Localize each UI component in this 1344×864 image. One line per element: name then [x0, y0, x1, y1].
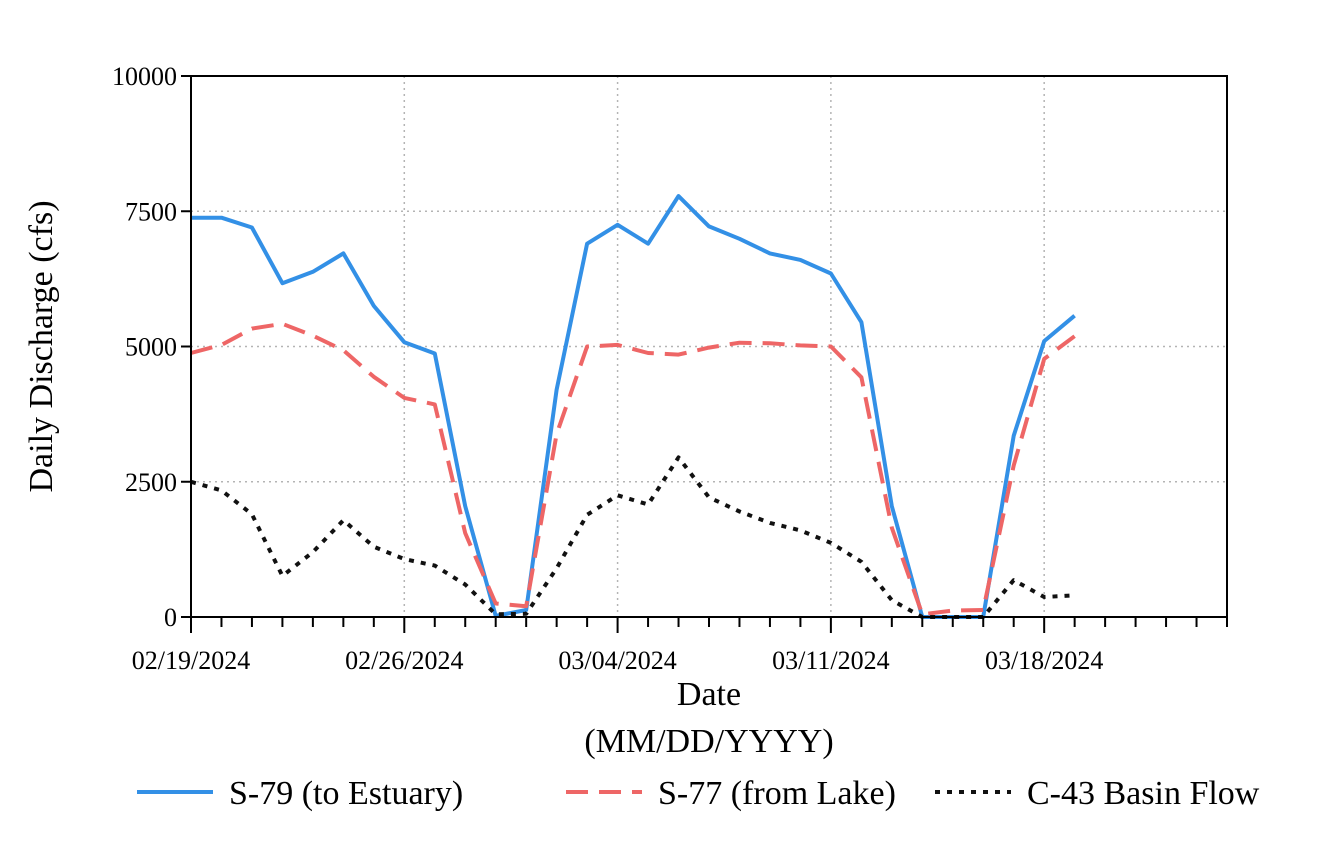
legend-label-3: C-43 Basin Flow	[1027, 775, 1260, 812]
y-tick-label: 5000	[125, 333, 177, 362]
y-tick-label: 7500	[125, 197, 177, 226]
x-tick-label: 03/04/2024	[558, 646, 676, 675]
x-tick-label: 02/26/2024	[345, 646, 463, 675]
y-tick-label: 10000	[112, 62, 177, 91]
x-tick-label: 02/19/2024	[132, 646, 250, 675]
x-tick-label: 03/11/2024	[772, 646, 889, 675]
series-line-1	[191, 194, 1076, 619]
y-tick-label: 0	[164, 603, 177, 632]
x-axis: 02/19/2024 02/26/2024 03/04/2024 03/11/2024…	[132, 617, 1228, 675]
x-tick-label: 03/18/2024	[985, 646, 1103, 675]
series-line-2	[190, 321, 1076, 617]
legend-label-1: S-79 (to Estuary)	[229, 775, 463, 812]
series-line-3	[190, 455, 1075, 619]
x-axis-label: Date	[677, 676, 741, 713]
series-lines	[190, 194, 1076, 619]
x-axis-unit-label: (MM/DD/YYYY)	[584, 723, 833, 760]
y-tick-label: 2500	[125, 468, 177, 497]
y-axis: 0 2500 5000 7500 10000	[112, 62, 191, 632]
y-axis-label: Daily Discharge (cfs)	[23, 200, 60, 492]
legend: S-79 (to Estuary) S-77 (from Lake) C-43 Ba…	[137, 775, 1260, 812]
legend-label-2: S-77 (from Lake)	[658, 775, 896, 812]
